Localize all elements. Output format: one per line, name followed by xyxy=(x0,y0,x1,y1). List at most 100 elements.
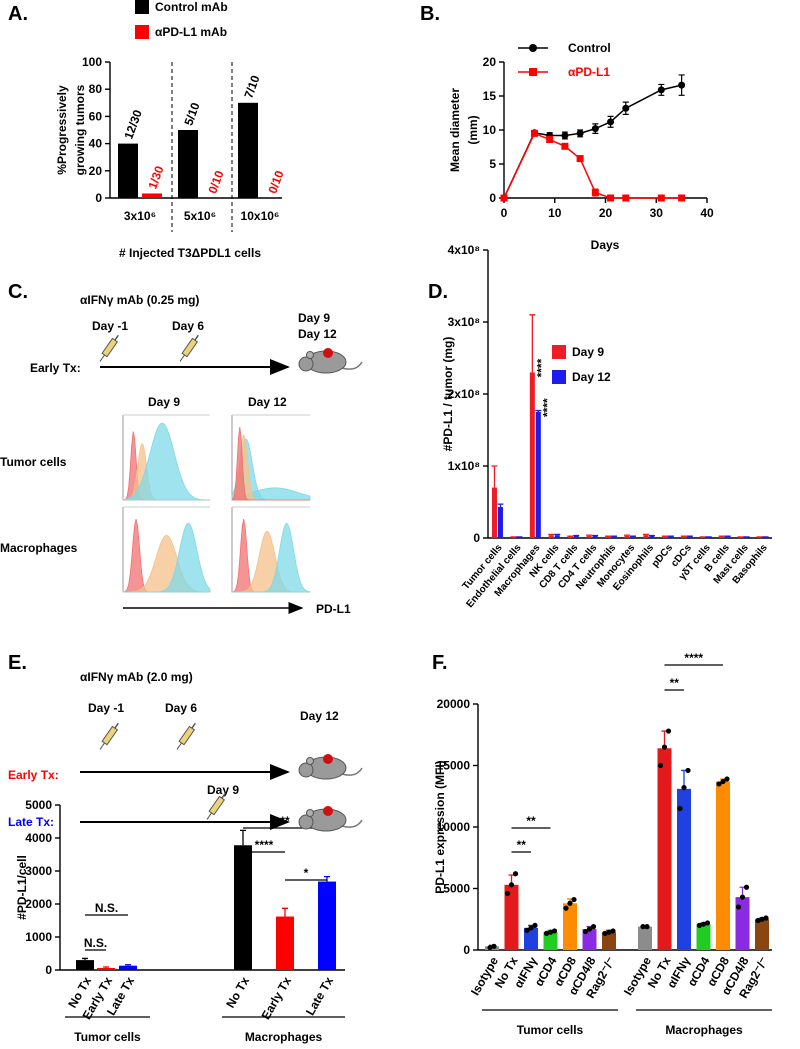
bar xyxy=(535,412,541,538)
y-axis-label: PD-L1 expression (MFI) xyxy=(433,760,447,893)
panel-label: C. xyxy=(8,281,28,303)
data-point xyxy=(586,926,593,932)
data-point xyxy=(640,924,646,930)
value-label: 1/30 xyxy=(145,164,166,191)
legend-label: Control xyxy=(568,41,611,55)
endpoint: Day 12 xyxy=(298,327,337,341)
y-tick-label: 100 xyxy=(82,55,102,69)
y-tick-label: 0 xyxy=(463,943,470,957)
y-tick-label: 10 xyxy=(483,123,497,137)
significance-label: ** xyxy=(526,814,536,828)
legend-label: Day 12 xyxy=(572,370,611,384)
day-label: Day -1 xyxy=(88,701,124,715)
marker xyxy=(530,129,538,137)
significance-label: ** xyxy=(517,838,527,852)
tumor xyxy=(323,806,333,816)
syringe-plunger xyxy=(114,334,119,341)
data-point xyxy=(657,762,664,769)
bar xyxy=(605,536,611,538)
data-point xyxy=(665,728,672,734)
annotation: **** xyxy=(534,358,548,377)
data-point xyxy=(716,781,722,787)
bar xyxy=(706,537,712,538)
data-point xyxy=(677,805,683,812)
syringe-plunger xyxy=(114,722,119,729)
legend-swatch xyxy=(552,370,566,384)
annotation: **** xyxy=(540,398,554,417)
legend-label: αPD-L1 mAb xyxy=(155,25,227,39)
significance-label: * xyxy=(304,866,309,880)
data-point xyxy=(508,882,515,888)
bar xyxy=(97,968,115,970)
legend-label: Day 9 xyxy=(572,345,604,359)
bar xyxy=(592,535,598,538)
bar xyxy=(504,884,519,950)
data-point xyxy=(735,904,742,910)
error-bar xyxy=(103,966,109,969)
data-point xyxy=(755,917,761,924)
y-tick-label: 15000 xyxy=(437,759,471,773)
y-tick-label: 4x10⁸ xyxy=(448,243,480,257)
syringe-needle xyxy=(99,354,105,362)
bar xyxy=(529,372,535,538)
bar xyxy=(755,919,769,950)
data-point xyxy=(543,930,550,936)
mouse-ear xyxy=(306,809,314,817)
value-label: 7/10 xyxy=(241,73,262,100)
endpoint: Day 12 xyxy=(300,709,339,723)
marker xyxy=(607,118,615,126)
marker xyxy=(561,131,569,139)
bar xyxy=(725,536,731,538)
day-label: Day 6 xyxy=(165,701,197,715)
legend-label: αPD-L1 xyxy=(568,65,610,79)
group-label: Tumor cells xyxy=(517,1023,584,1037)
y-tick-label: 2000 xyxy=(25,897,52,911)
group-label: Macrophages xyxy=(665,1023,743,1037)
bar xyxy=(567,536,573,538)
mouse-head xyxy=(298,814,314,830)
legend-label: Control mAb xyxy=(155,0,228,14)
y-axis-label: growing tumors xyxy=(73,84,87,175)
syringe-plunger xyxy=(191,722,196,729)
bar xyxy=(573,535,579,538)
bar xyxy=(681,536,687,538)
data-point xyxy=(685,767,691,774)
panel-label: B. xyxy=(420,3,440,25)
y-tick-label: 5000 xyxy=(443,882,470,896)
data-point xyxy=(743,884,750,890)
legend-swatch xyxy=(552,345,566,359)
schedule: Early Tx: xyxy=(30,361,81,375)
significance-label: **** xyxy=(255,838,274,852)
error-bar xyxy=(240,829,246,846)
y-tick-label: 40 xyxy=(89,137,103,151)
data-point xyxy=(571,896,577,903)
syringe-icon xyxy=(179,334,199,362)
y-tick-label: 20 xyxy=(89,164,103,178)
data-point xyxy=(491,943,497,949)
marker xyxy=(546,136,554,144)
error-bar xyxy=(586,534,593,536)
legend-swatch xyxy=(135,25,149,39)
error-bar xyxy=(324,875,330,882)
syringe-barrel xyxy=(181,337,199,358)
line xyxy=(503,132,682,199)
y-tick-label: 20 xyxy=(483,55,497,69)
bar xyxy=(662,536,668,538)
mouse-head xyxy=(298,356,314,372)
data-point xyxy=(720,778,726,785)
panel-label: D. xyxy=(428,281,448,303)
bar xyxy=(497,507,503,538)
syringe-needle xyxy=(206,812,212,820)
y-axis-label: %Progressively xyxy=(55,85,69,175)
data-point xyxy=(696,922,703,929)
syringe-icon xyxy=(206,792,226,820)
marker xyxy=(591,125,599,133)
data-point xyxy=(487,944,493,951)
y-tick-label: 0 xyxy=(45,963,52,977)
data-point xyxy=(681,785,687,791)
day-label: Day 6 xyxy=(172,319,204,333)
syringe-needle xyxy=(179,354,185,362)
treatment: αIFNγ mAb (0.25 mg) xyxy=(80,293,199,307)
data-point xyxy=(563,905,569,911)
legend-marker xyxy=(529,44,537,52)
